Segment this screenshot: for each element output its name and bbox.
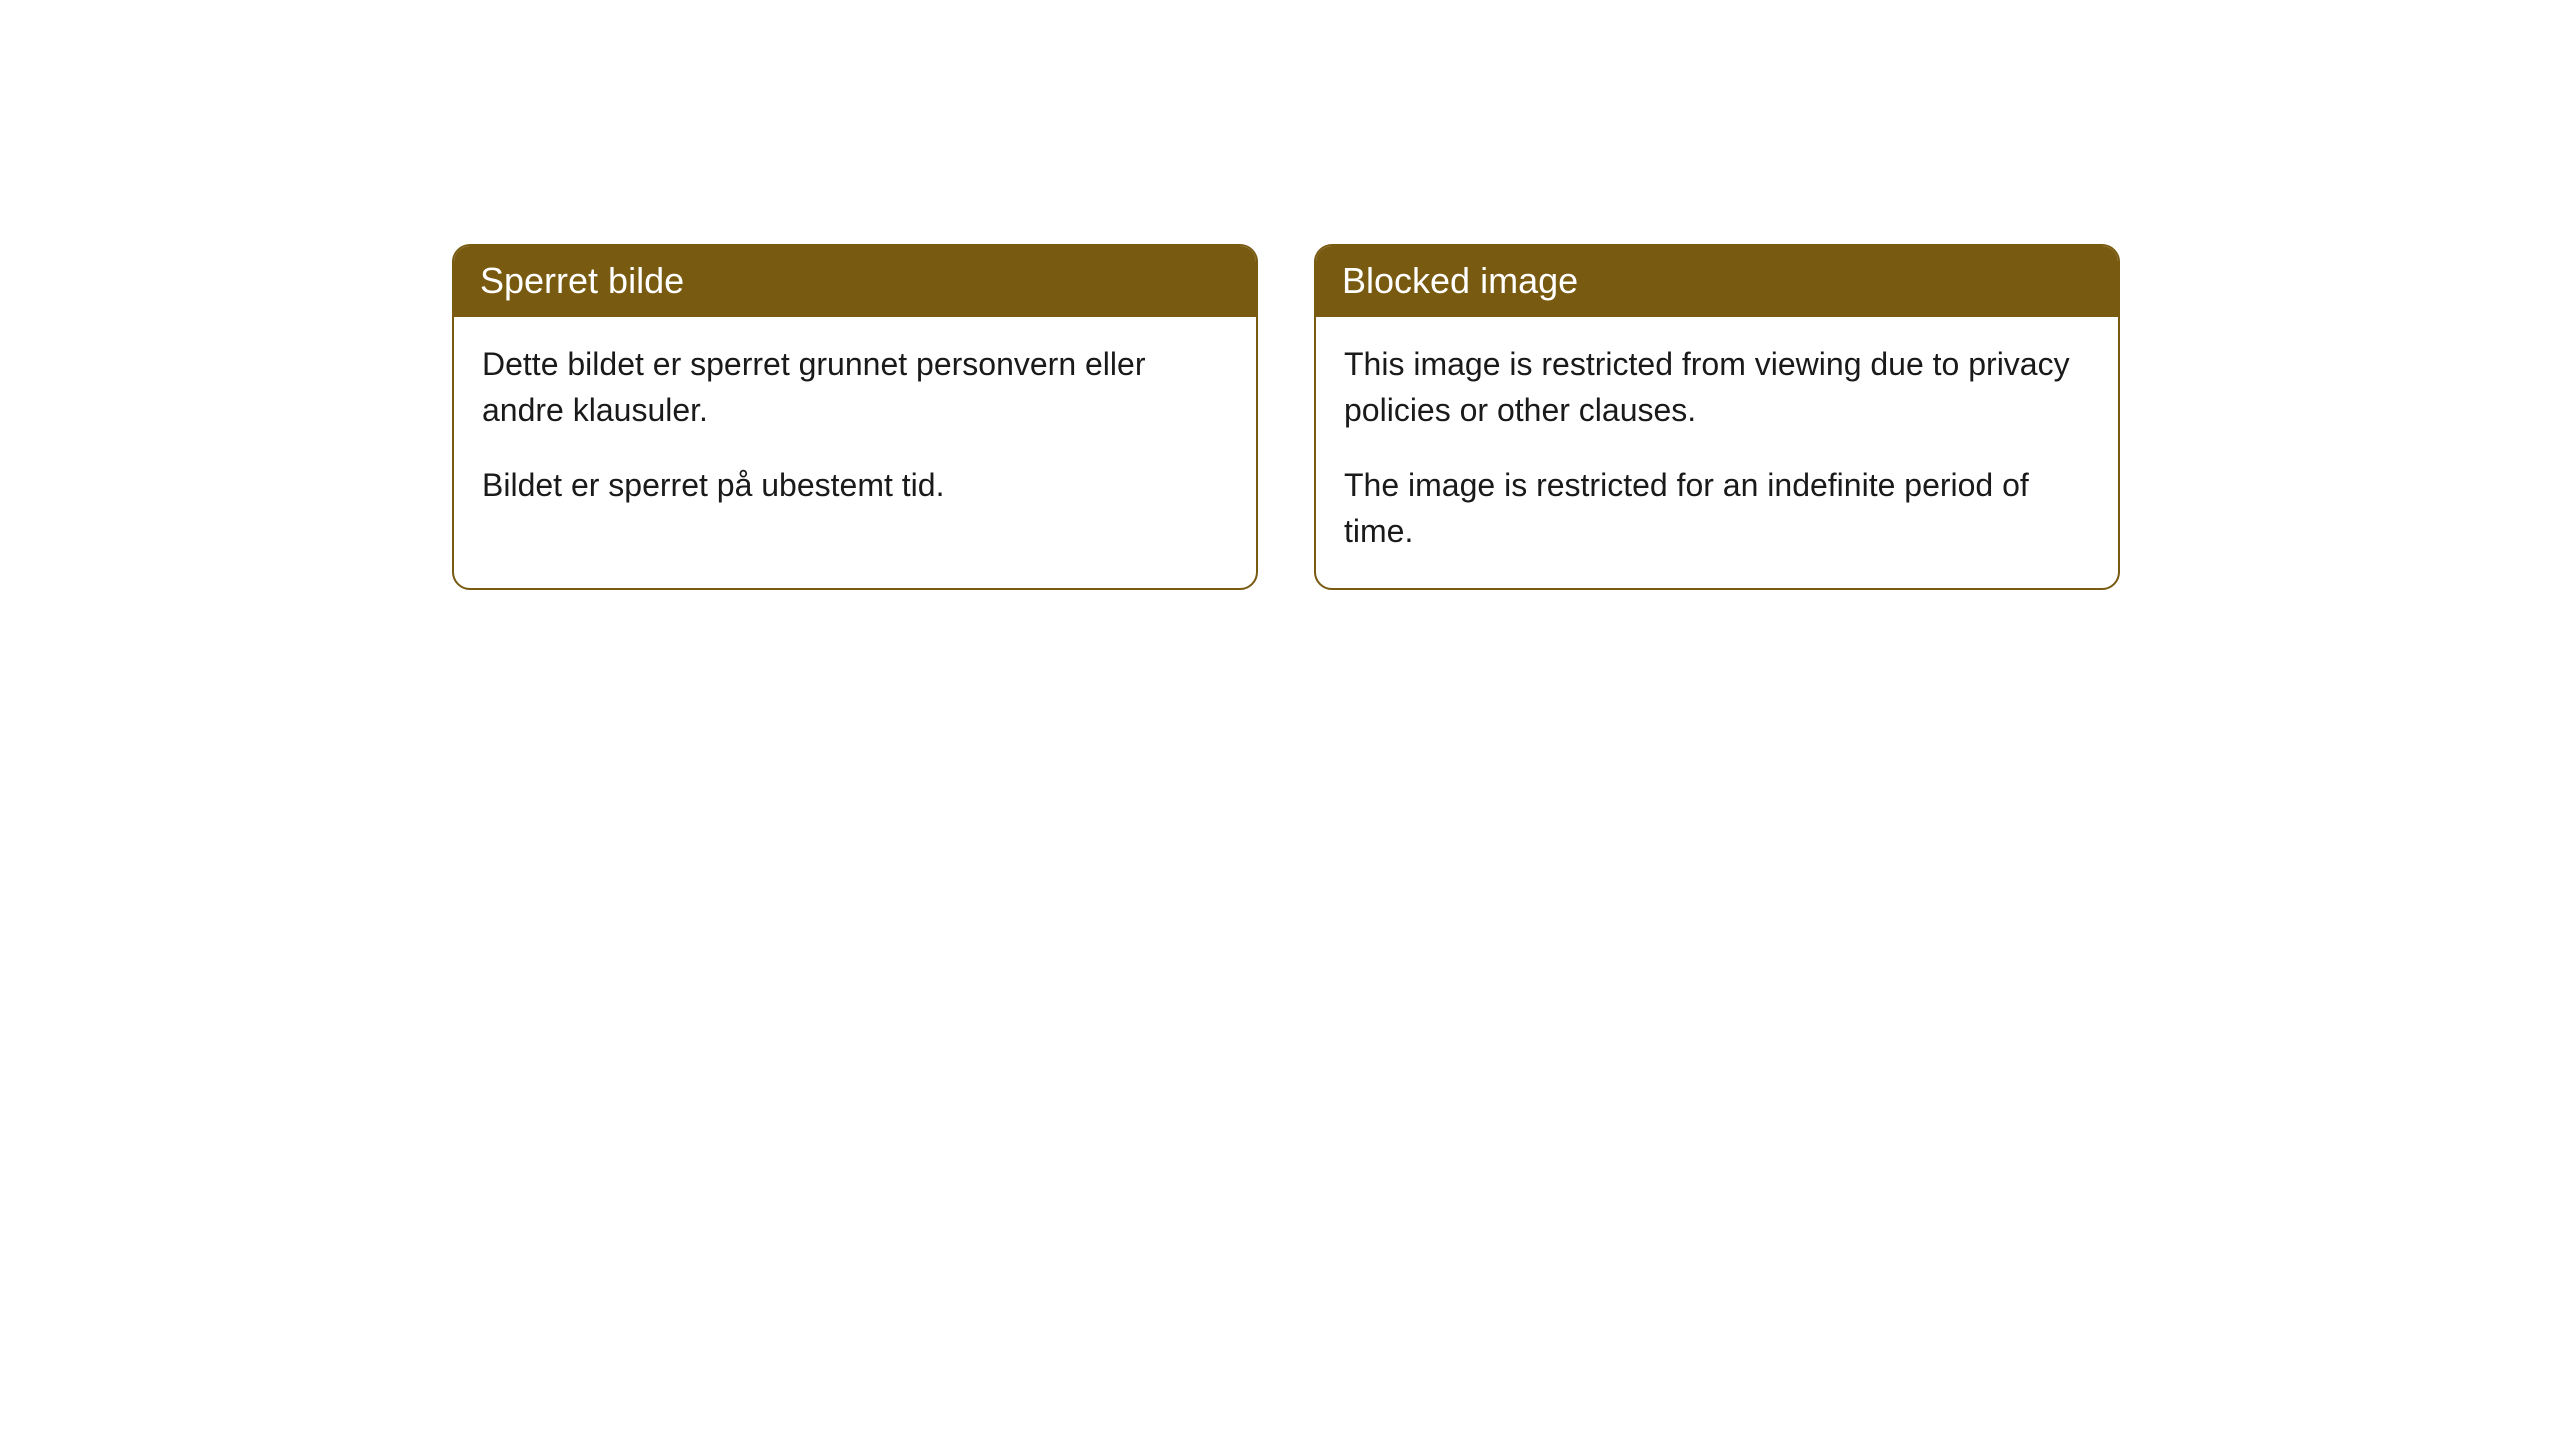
notice-card-norwegian: Sperret bilde Dette bildet er sperret gr… xyxy=(452,244,1258,590)
cards-container: Sperret bilde Dette bildet er sperret gr… xyxy=(452,244,2560,590)
card-header: Sperret bilde xyxy=(454,246,1256,317)
card-paragraph: Bildet er sperret på ubestemt tid. xyxy=(482,462,1228,508)
card-paragraph: The image is restricted for an indefinit… xyxy=(1344,462,2090,555)
card-body: Dette bildet er sperret grunnet personve… xyxy=(454,317,1256,542)
card-paragraph: This image is restricted from viewing du… xyxy=(1344,341,2090,434)
card-header: Blocked image xyxy=(1316,246,2118,317)
notice-card-english: Blocked image This image is restricted f… xyxy=(1314,244,2120,590)
card-paragraph: Dette bildet er sperret grunnet personve… xyxy=(482,341,1228,434)
card-body: This image is restricted from viewing du… xyxy=(1316,317,2118,589)
